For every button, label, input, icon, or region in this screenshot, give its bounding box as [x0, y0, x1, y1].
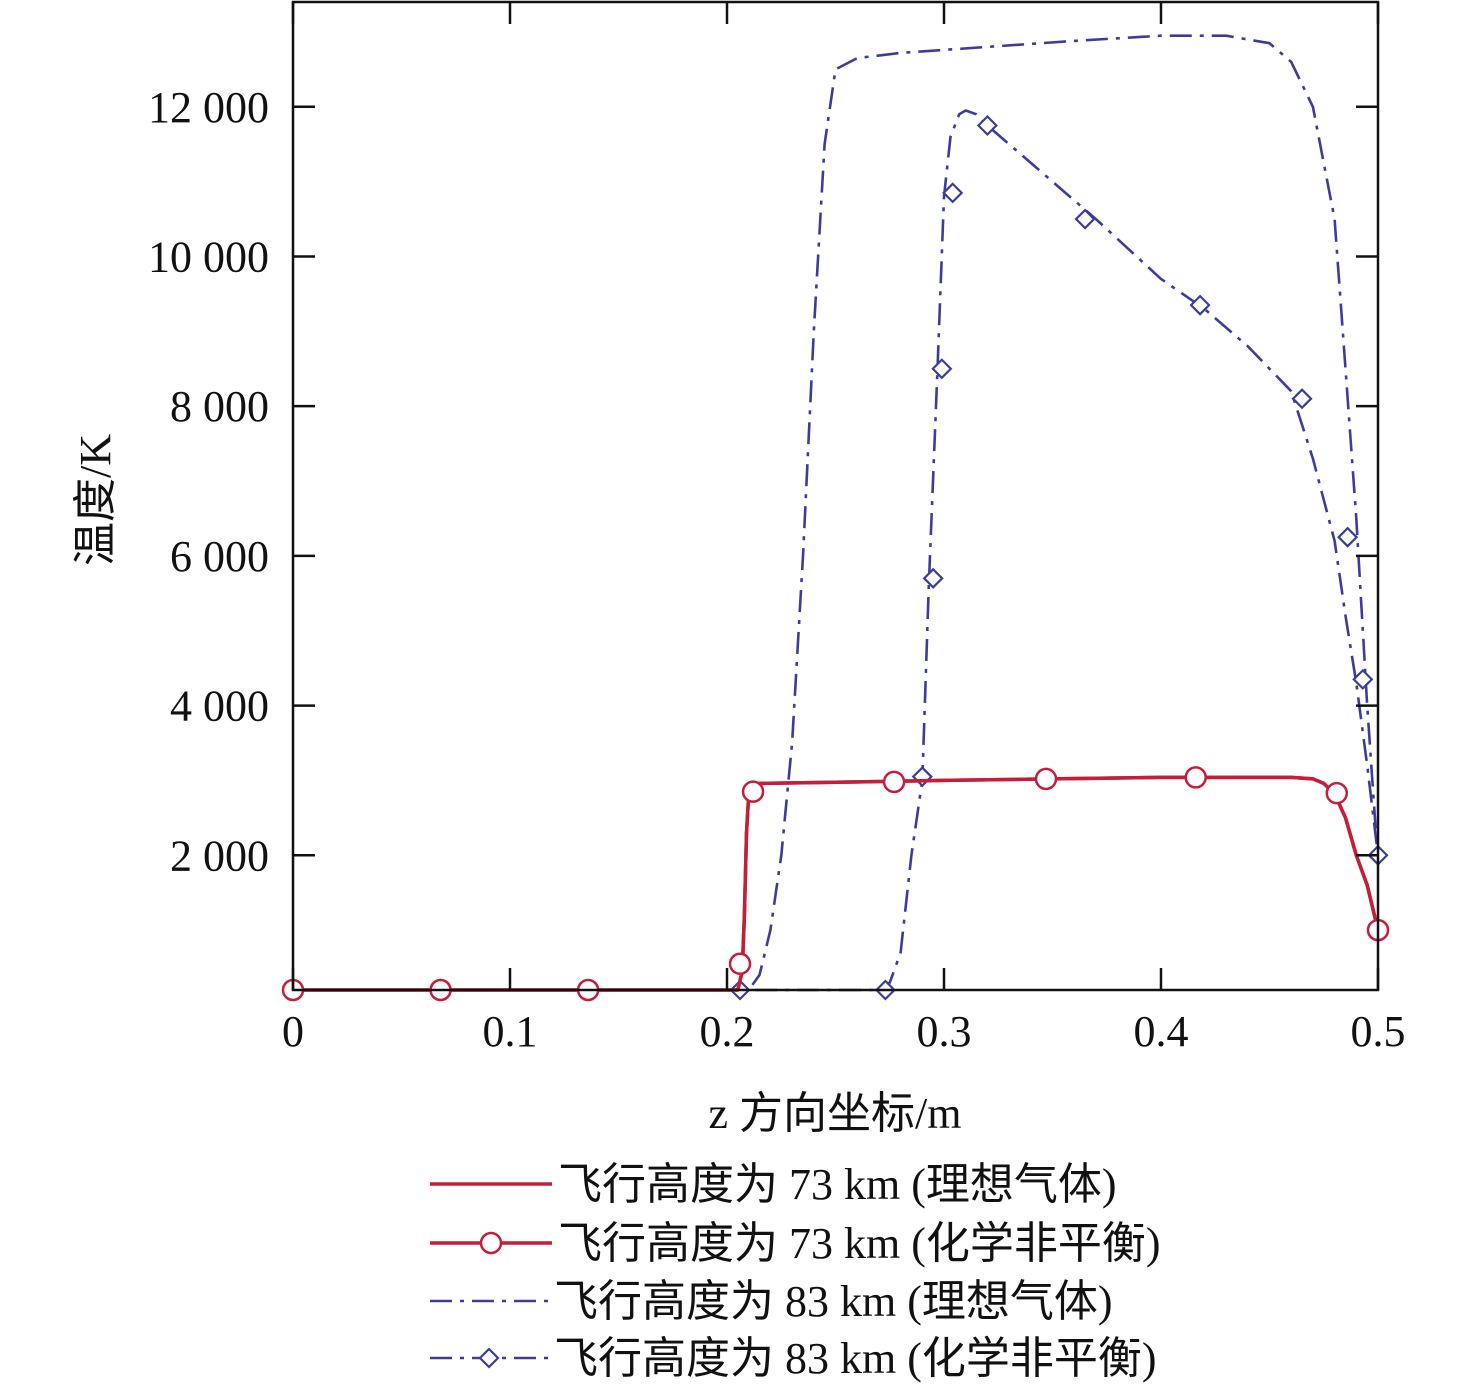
x-tick-label: 0.5	[1351, 1007, 1406, 1056]
x-axis-title: z 方向坐标/m	[709, 1089, 962, 1138]
y-tick-label: 12 000	[148, 83, 269, 132]
series-marker-3	[1337, 526, 1359, 548]
legend-marker-3	[478, 1347, 500, 1369]
legend: 飞行高度为 73 km (理想气体) 飞行高度为 73 km (化学非平衡) 飞行高…	[430, 1160, 1161, 1383]
series-marker-1	[741, 780, 765, 803]
series-marker-1	[1184, 766, 1207, 789]
legend-marker-1	[479, 1231, 503, 1255]
series-marker-3	[922, 567, 944, 589]
x-tick-label: 0.4	[1134, 1007, 1189, 1056]
y-tick-label: 10 000	[148, 232, 269, 281]
series-marker-1	[1034, 767, 1058, 791]
y-tick-label: 2 000	[170, 831, 269, 880]
legend-label-3: 飞行高度为 83 km (化学非平衡)	[554, 1334, 1157, 1383]
x-tick-label: 0.1	[483, 1007, 538, 1056]
y-axis-title: 温度/K	[71, 434, 120, 566]
series-marker-3	[1074, 208, 1096, 230]
x-tick-label: 0.2	[700, 1007, 755, 1056]
tick-group: 0 0.1 0.2 0.3 0.4 0.5 2 000 4 000 6 000 8 000 10 0…	[148, 2, 1406, 1056]
series-marker-3	[1291, 388, 1313, 410]
series-marker-3	[942, 182, 964, 204]
legend-label-1: 飞行高度为 73 km (化学非平衡)	[558, 1219, 1161, 1268]
series-marker-3	[931, 358, 953, 380]
legend-label-0: 飞行高度为 73 km (理想气体)	[558, 1160, 1117, 1209]
series-line-3	[293, 109, 1380, 992]
y-tick-label: 4 000	[170, 682, 269, 731]
series-line-2	[293, 34, 1380, 992]
y-tick-label: 6 000	[170, 532, 269, 581]
plot-frame	[291, 0, 1380, 992]
x-tick-label: 0.3	[917, 1007, 972, 1056]
y-tick-label: 8 000	[170, 382, 269, 431]
series-group	[281, 34, 1390, 1002]
series-marker-1	[882, 770, 906, 794]
series-marker-3	[1189, 294, 1211, 316]
legend-label-2: 飞行高度为 83 km (理想气体)	[554, 1277, 1113, 1326]
series-marker-1	[1325, 781, 1349, 805]
x-tick-label: 0	[282, 1007, 304, 1056]
series-marker-3	[976, 114, 998, 137]
series-marker-1	[728, 952, 752, 976]
series-marker-3	[1352, 668, 1374, 690]
